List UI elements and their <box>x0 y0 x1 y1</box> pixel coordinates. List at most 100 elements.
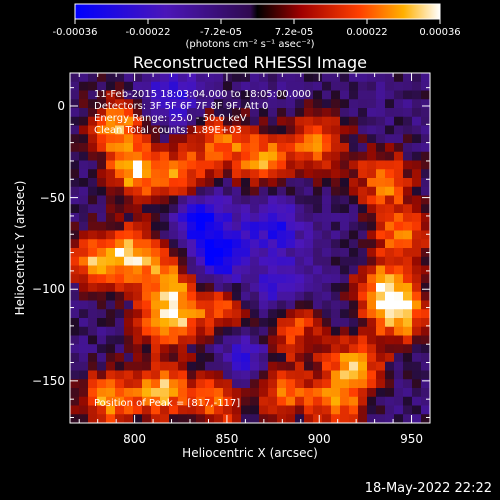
heatmap-cell <box>250 291 260 301</box>
heatmap-cell <box>376 274 386 284</box>
heatmap-cell <box>232 239 242 249</box>
heatmap-cell <box>304 405 314 415</box>
heatmap-cell <box>241 396 251 406</box>
heatmap-cell <box>268 108 278 118</box>
heatmap-cell <box>142 239 152 249</box>
heatmap-cell <box>88 99 98 109</box>
heatmap-cell <box>412 90 422 100</box>
heatmap-cell <box>268 353 278 363</box>
heatmap-cell <box>124 151 134 161</box>
heatmap-cell <box>421 73 431 83</box>
heatmap-cell <box>376 81 386 91</box>
heatmap-cell <box>322 248 332 258</box>
heatmap-cell <box>304 239 314 249</box>
heatmap-cell <box>79 221 89 231</box>
heatmap-cell <box>232 344 242 354</box>
heatmap-cell <box>88 353 98 363</box>
heatmap-cell <box>241 178 251 188</box>
heatmap-cell <box>313 248 323 258</box>
heatmap-cell <box>169 143 179 153</box>
heatmap-cell <box>277 405 287 415</box>
heatmap-cell <box>421 335 431 345</box>
heatmap-cell <box>349 116 359 126</box>
heatmap-cell <box>196 283 206 293</box>
heatmap-cell <box>223 396 233 406</box>
heatmap-cell <box>97 239 107 249</box>
heatmap-cell <box>394 344 404 354</box>
heatmap-cell <box>331 125 341 135</box>
heatmap-cell <box>241 388 251 398</box>
heatmap-cell <box>88 300 98 310</box>
heatmap-cell <box>250 388 260 398</box>
heatmap-cell <box>187 134 197 144</box>
heatmap-cell <box>187 335 197 345</box>
heatmap-cell <box>124 221 134 231</box>
heatmap-cell <box>340 326 350 336</box>
heatmap-cell <box>232 318 242 328</box>
heatmap-cell <box>151 353 161 363</box>
heatmap-cell <box>358 379 368 389</box>
heatmap-cell <box>106 370 116 380</box>
heatmap-cell <box>304 370 314 380</box>
heatmap-cell <box>223 160 233 170</box>
heatmap-cell <box>151 213 161 223</box>
heatmap-cell <box>169 90 179 100</box>
heatmap-cell <box>304 230 314 240</box>
heatmap-cell <box>79 125 89 135</box>
heatmap-cell <box>97 361 107 371</box>
heatmap-cell <box>295 186 305 196</box>
colorbar-tick-label: -0.00036 <box>52 27 98 38</box>
heatmap-cell <box>421 291 431 301</box>
heatmap-cell <box>412 169 422 179</box>
heatmap-cell <box>88 309 98 319</box>
heatmap-cell <box>133 283 143 293</box>
heatmap-cell <box>385 108 395 118</box>
heatmap-cell <box>133 309 143 319</box>
heatmap-cell <box>241 81 251 91</box>
heatmap-cell <box>322 73 332 83</box>
heatmap-cell <box>421 160 431 170</box>
heatmap-cell <box>349 274 359 284</box>
heatmap-cell <box>187 291 197 301</box>
heatmap-cell <box>214 335 224 345</box>
heatmap-cell <box>403 291 413 301</box>
heatmap-cell <box>421 414 431 424</box>
heatmap-cell <box>295 405 305 415</box>
heatmap-cell <box>358 274 368 284</box>
heatmap-cell <box>376 134 386 144</box>
heatmap-cell <box>106 335 116 345</box>
heatmap-cell <box>142 248 152 258</box>
heatmap-cell <box>205 274 215 284</box>
heatmap-cell <box>196 309 206 319</box>
heatmap-cell <box>214 186 224 196</box>
heatmap-cell <box>169 204 179 214</box>
heatmap-cell <box>115 116 125 126</box>
heatmap-cell <box>214 283 224 293</box>
heatmap-cell <box>124 291 134 301</box>
heatmap-cell <box>295 344 305 354</box>
heatmap-cell <box>232 248 242 258</box>
heatmap-cell <box>151 143 161 153</box>
heatmap-cell <box>376 335 386 345</box>
heatmap-cell <box>151 125 161 135</box>
heatmap-cell <box>250 99 260 109</box>
heatmap-cell <box>124 256 134 266</box>
heatmap-cell <box>385 134 395 144</box>
heatmap-cell <box>151 291 161 301</box>
heatmap-cell <box>331 414 341 424</box>
heatmap-cell <box>394 125 404 135</box>
heatmap-cell <box>250 335 260 345</box>
heatmap-cell <box>70 291 80 301</box>
heatmap-cell <box>97 81 107 91</box>
heatmap-cell <box>241 353 251 363</box>
heatmap-cell <box>268 221 278 231</box>
heatmap-cell <box>106 405 116 415</box>
heatmap-cell <box>124 370 134 380</box>
heatmap-cell <box>313 256 323 266</box>
heatmap-cell <box>160 125 170 135</box>
heatmap-cell <box>214 73 224 83</box>
heatmap-cell <box>421 221 431 231</box>
heatmap-cell <box>115 178 125 188</box>
heatmap-cell <box>142 379 152 389</box>
heatmap-cell <box>223 204 233 214</box>
